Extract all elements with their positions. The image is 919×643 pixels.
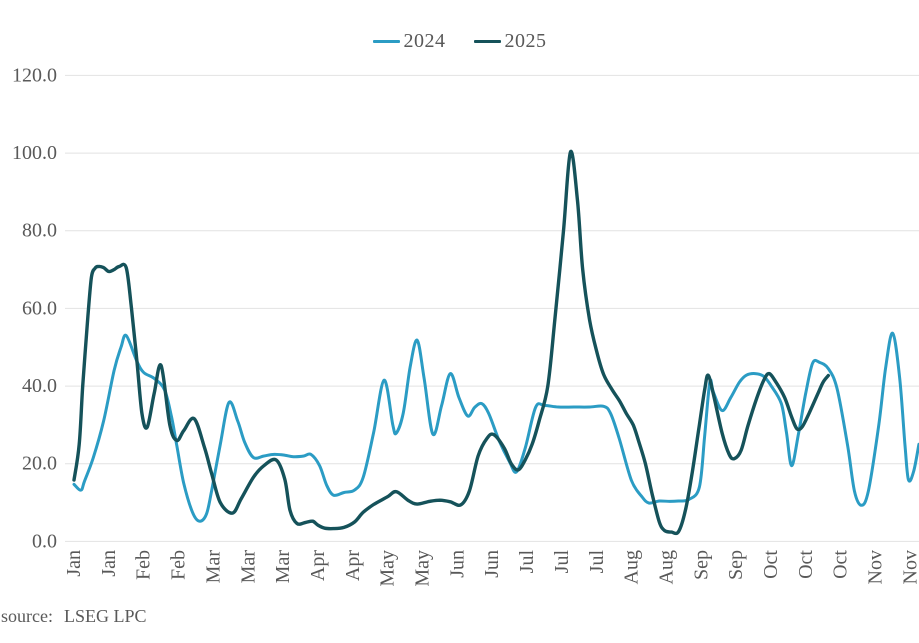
y-tick-label: 0.0: [32, 530, 57, 552]
x-tick-label: Nov: [899, 550, 919, 584]
x-tick-label: Oct: [830, 550, 852, 579]
x-tick-label: Jul: [586, 550, 608, 574]
x-tick-label: Sep: [690, 550, 712, 580]
x-tick-label: Jan: [63, 550, 85, 577]
x-tick-label: Oct: [760, 550, 782, 579]
y-tick-label: 20.0: [22, 453, 57, 475]
x-tick-label: Sep: [725, 550, 747, 580]
x-tick-label: May: [377, 550, 399, 587]
x-tick-label: Jun: [481, 550, 503, 578]
x-tick-label: Mar: [237, 550, 259, 584]
legend-line-icon-2025: [473, 40, 501, 43]
x-tick-label: Feb: [133, 550, 155, 580]
source-value: LSEG LPC: [63, 606, 147, 626]
x-tick-label: Oct: [795, 550, 817, 579]
x-tick-label: Apr: [307, 550, 329, 581]
x-tick-label: May: [412, 550, 434, 587]
x-tick-label: Nov: [865, 550, 887, 584]
series-line-2024: [72, 331, 919, 523]
series-line-2025: [72, 149, 830, 536]
x-tick-label: Feb: [168, 550, 190, 580]
y-tick-label: 60.0: [22, 297, 57, 319]
x-tick-label: Jul: [551, 550, 573, 574]
x-tick-label: Jan: [98, 550, 120, 577]
legend-label-2024: 2024: [403, 30, 446, 52]
legend-label-2025: 2025: [504, 30, 547, 52]
source-label: source:: [1, 606, 53, 626]
legend-line-icon-2024: [372, 40, 400, 43]
y-tick-label: 80.0: [22, 220, 57, 242]
legend-item-2025: 2025: [473, 30, 547, 53]
x-tick-label: Jun: [446, 550, 468, 578]
legend-item-2024: 2024: [372, 30, 446, 53]
source-note: source: LSEG LPC: [1, 606, 147, 627]
x-tick-label: Aug: [656, 550, 678, 584]
y-tick-label: 40.0: [22, 375, 57, 397]
x-tick-label: Mar: [202, 550, 224, 584]
y-tick-label: 100.0: [12, 142, 57, 164]
x-tick-label: Jul: [516, 550, 538, 574]
x-tick-label: Apr: [342, 550, 364, 581]
y-tick-label: 120.0: [12, 64, 57, 86]
legend: 2024 2025: [0, 30, 919, 53]
x-tick-label: Mar: [272, 550, 294, 584]
x-tick-label: Aug: [621, 550, 643, 584]
